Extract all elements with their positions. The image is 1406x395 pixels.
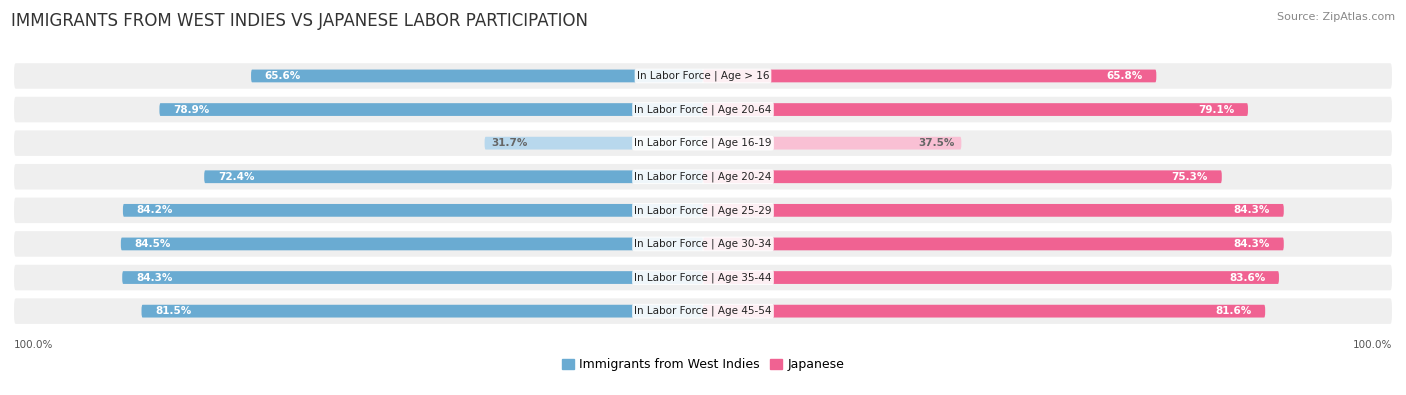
Text: 81.6%: 81.6% (1215, 306, 1251, 316)
FancyBboxPatch shape (703, 137, 962, 150)
FancyBboxPatch shape (703, 70, 1156, 82)
FancyBboxPatch shape (14, 97, 1392, 122)
Text: 65.8%: 65.8% (1107, 71, 1143, 81)
FancyBboxPatch shape (14, 198, 1392, 223)
Text: In Labor Force | Age 16-19: In Labor Force | Age 16-19 (634, 138, 772, 149)
FancyBboxPatch shape (14, 130, 1392, 156)
Text: 84.3%: 84.3% (136, 273, 173, 282)
FancyBboxPatch shape (703, 305, 1265, 318)
FancyBboxPatch shape (14, 63, 1392, 89)
Text: 84.5%: 84.5% (135, 239, 172, 249)
Text: 84.3%: 84.3% (1233, 239, 1270, 249)
Text: In Labor Force | Age 30-34: In Labor Force | Age 30-34 (634, 239, 772, 249)
Text: 37.5%: 37.5% (918, 138, 955, 148)
Text: 72.4%: 72.4% (218, 172, 254, 182)
FancyBboxPatch shape (703, 271, 1279, 284)
FancyBboxPatch shape (14, 231, 1392, 257)
Text: 83.6%: 83.6% (1229, 273, 1265, 282)
Text: 75.3%: 75.3% (1171, 172, 1208, 182)
Text: In Labor Force | Age 35-44: In Labor Force | Age 35-44 (634, 272, 772, 283)
Text: 84.2%: 84.2% (136, 205, 173, 215)
FancyBboxPatch shape (703, 103, 1249, 116)
FancyBboxPatch shape (14, 164, 1392, 190)
FancyBboxPatch shape (142, 305, 703, 318)
Text: 65.6%: 65.6% (264, 71, 301, 81)
FancyBboxPatch shape (204, 170, 703, 183)
FancyBboxPatch shape (703, 237, 1284, 250)
FancyBboxPatch shape (122, 271, 703, 284)
Text: In Labor Force | Age 20-24: In Labor Force | Age 20-24 (634, 171, 772, 182)
Text: 100.0%: 100.0% (14, 340, 53, 350)
Text: 79.1%: 79.1% (1198, 105, 1234, 115)
Text: 81.5%: 81.5% (155, 306, 191, 316)
Text: 78.9%: 78.9% (173, 105, 209, 115)
Text: In Labor Force | Age > 16: In Labor Force | Age > 16 (637, 71, 769, 81)
Text: 84.3%: 84.3% (1233, 205, 1270, 215)
FancyBboxPatch shape (159, 103, 703, 116)
FancyBboxPatch shape (252, 70, 703, 82)
FancyBboxPatch shape (703, 204, 1284, 217)
FancyBboxPatch shape (14, 298, 1392, 324)
Text: In Labor Force | Age 45-54: In Labor Force | Age 45-54 (634, 306, 772, 316)
FancyBboxPatch shape (14, 265, 1392, 290)
Text: 100.0%: 100.0% (1353, 340, 1392, 350)
FancyBboxPatch shape (703, 170, 1222, 183)
Text: IMMIGRANTS FROM WEST INDIES VS JAPANESE LABOR PARTICIPATION: IMMIGRANTS FROM WEST INDIES VS JAPANESE … (11, 12, 588, 30)
Text: 31.7%: 31.7% (492, 138, 527, 148)
FancyBboxPatch shape (485, 137, 703, 150)
FancyBboxPatch shape (121, 237, 703, 250)
Text: In Labor Force | Age 20-64: In Labor Force | Age 20-64 (634, 104, 772, 115)
Legend: Immigrants from West Indies, Japanese: Immigrants from West Indies, Japanese (562, 358, 844, 371)
Text: In Labor Force | Age 25-29: In Labor Force | Age 25-29 (634, 205, 772, 216)
Text: Source: ZipAtlas.com: Source: ZipAtlas.com (1277, 12, 1395, 22)
FancyBboxPatch shape (122, 204, 703, 217)
